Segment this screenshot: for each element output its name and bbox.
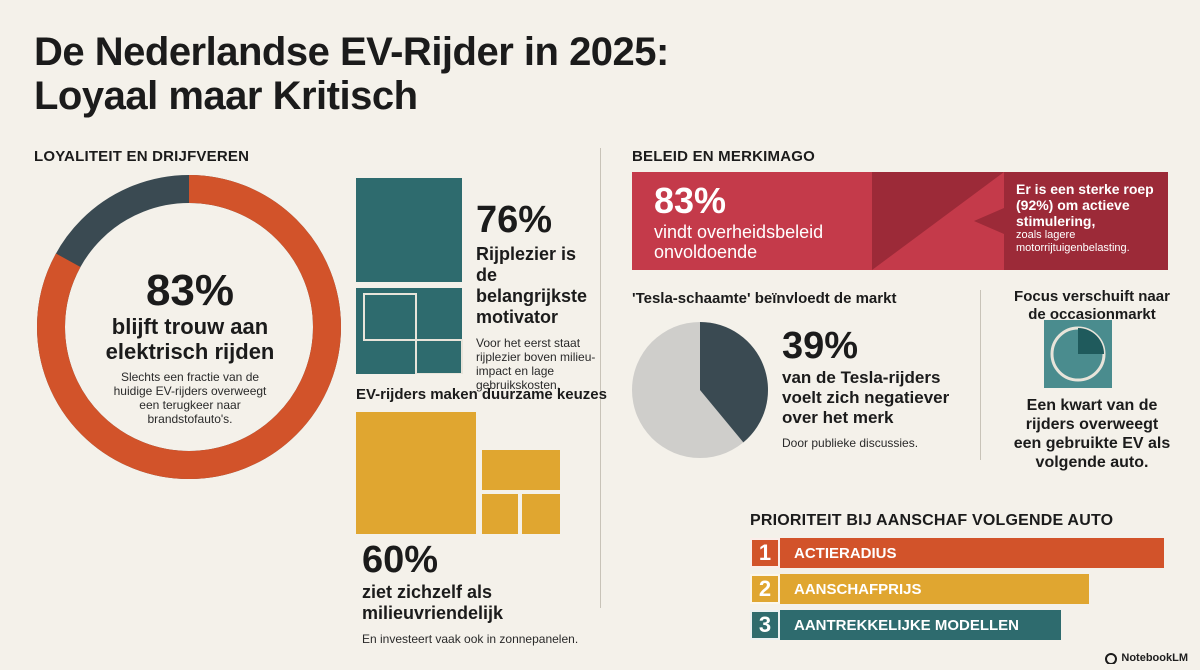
tesla-text: 39% van de Tesla-rijders voelt zich nega…	[782, 326, 978, 450]
policy-callout-strong: Er is een sterke roep (92%) om actieve s…	[1016, 181, 1154, 229]
occasion-heading: Focus verschuift naar de occasionmarkt	[992, 288, 1192, 324]
tesla-big-value: 39%	[782, 325, 859, 367]
priority-heading: PRIORITEIT BIJ AANSCHAF VOLGENDE AUTO	[750, 512, 1114, 529]
priority-item-3: 3 AANTREKKELIJKE MODELLEN	[750, 610, 1061, 640]
motivator-line-1: Rijplezier is de	[476, 244, 577, 285]
priority-number: 3	[750, 610, 780, 640]
priority-number: 1	[750, 538, 780, 568]
priority-label: AANTREKKELIJKE MODELLEN	[794, 616, 1020, 634]
brand-icon	[1105, 653, 1118, 664]
column-divider	[600, 148, 601, 608]
policy-banner: 83% vindt overheidsbeleid onvoldoende	[632, 172, 1004, 270]
section-title-loyalty: LOYALITEIT EN DRIJFVEREN	[34, 148, 250, 165]
donut-line-2: elektrisch rijden	[105, 339, 275, 364]
sustainable-text: 60% ziet zichzelf als milieuvriendelijk …	[362, 540, 598, 646]
occasion-quarter-graphic	[1044, 320, 1112, 388]
policy-text: vindt overheidsbeleid onvoldoende	[654, 222, 823, 262]
section-title-policy: BELEID EN MERKIMAGO	[632, 148, 815, 165]
brand-mark: NotebookLM	[1105, 652, 1188, 664]
loyalty-donut-chart	[37, 175, 341, 479]
sustainable-heading: EV-rijders maken duurzame keuzes	[356, 386, 607, 403]
policy-triangle-graphic	[872, 172, 1004, 270]
priority-item-2: 2 AANSCHAFPRIJS	[750, 574, 1090, 604]
title-line-1: De Nederlandse EV-Rijder in 2025:	[34, 30, 669, 74]
policy-big-value: 83%	[654, 180, 727, 221]
tesla-heading: 'Tesla-schaamte' beïnvloedt de markt	[632, 290, 897, 307]
motivator-desc: Voor het eerst staat rijplezier boven mi…	[476, 336, 596, 392]
policy-callout-graphic	[974, 172, 1168, 270]
sustainable-line-2: milieuvriendelijk	[362, 603, 504, 623]
priority-label: ACTIERADIUS	[794, 544, 897, 562]
page-title: De Nederlandse EV-Rijder in 2025: Loyaal…	[34, 30, 669, 118]
tesla-desc: Door publieke discussies.	[782, 436, 919, 450]
right-column-divider	[980, 290, 981, 460]
motivator-line-2: belangrijkste	[476, 286, 588, 306]
priority-number: 2	[750, 574, 780, 604]
policy-line-2: onvoldoende	[654, 242, 758, 262]
tesla-line-1: van de Tesla-rijders	[782, 368, 941, 387]
sustainable-blocks-graphic	[356, 412, 560, 534]
tesla-line-2: voelt zich negatiever	[782, 388, 950, 407]
tesla-pie-chart	[632, 322, 768, 458]
sustainable-line-1: ziet zichzelf als	[362, 582, 493, 602]
donut-desc: Slechts een fractie van de huidige EV-ri…	[113, 370, 267, 426]
occasion-heading-line-2: de occasionmarkt	[1028, 306, 1156, 323]
sustainable-big-value: 60%	[362, 539, 439, 581]
policy-callout-text: Er is een sterke roep (92%) om actieve s…	[1016, 181, 1166, 255]
motivator-blocks-graphic	[356, 178, 463, 374]
donut-big-value: 83%	[145, 266, 235, 315]
priority-item-1: 1 ACTIERADIUS	[750, 538, 1164, 568]
policy-line-1: vindt overheidsbeleid	[654, 222, 824, 242]
motivator-big-value: 76%	[476, 199, 553, 241]
occasion-text: Een kwart van de rijders overweegt een g…	[992, 396, 1192, 472]
motivator-text: 76% Rijplezier is de belangrijkste motiv…	[476, 200, 600, 392]
policy-callout-rest: zoals lagere motorrijtuigenbelasting.	[1016, 229, 1130, 254]
occasion-line-4: volgende auto.	[1035, 454, 1149, 471]
donut-main-segment	[37, 175, 341, 479]
occasion-heading-line-1: Focus verschuift naar	[1014, 288, 1170, 305]
donut-line-1: blijft trouw aan	[111, 314, 269, 339]
brand-label: NotebookLM	[1121, 652, 1188, 664]
donut-center-text: 83% blijft trouw aan elektrisch rijden S…	[70, 266, 310, 427]
tesla-pie-slice	[700, 322, 768, 443]
occasion-line-1: Een kwart van de	[1026, 397, 1158, 414]
priority-label: AANSCHAFPRIJS	[794, 580, 922, 598]
tesla-line-3: over het merk	[782, 408, 894, 427]
occasion-line-3: een gebruikte EV als	[1013, 435, 1171, 452]
occasion-line-2: rijders overweegt	[1025, 416, 1159, 433]
motivator-line-3: motivator	[476, 307, 559, 327]
title-line-2: Loyaal maar Kritisch	[34, 74, 418, 118]
sustainable-desc: En investeert vaak ook in zonnepanelen.	[362, 632, 579, 646]
